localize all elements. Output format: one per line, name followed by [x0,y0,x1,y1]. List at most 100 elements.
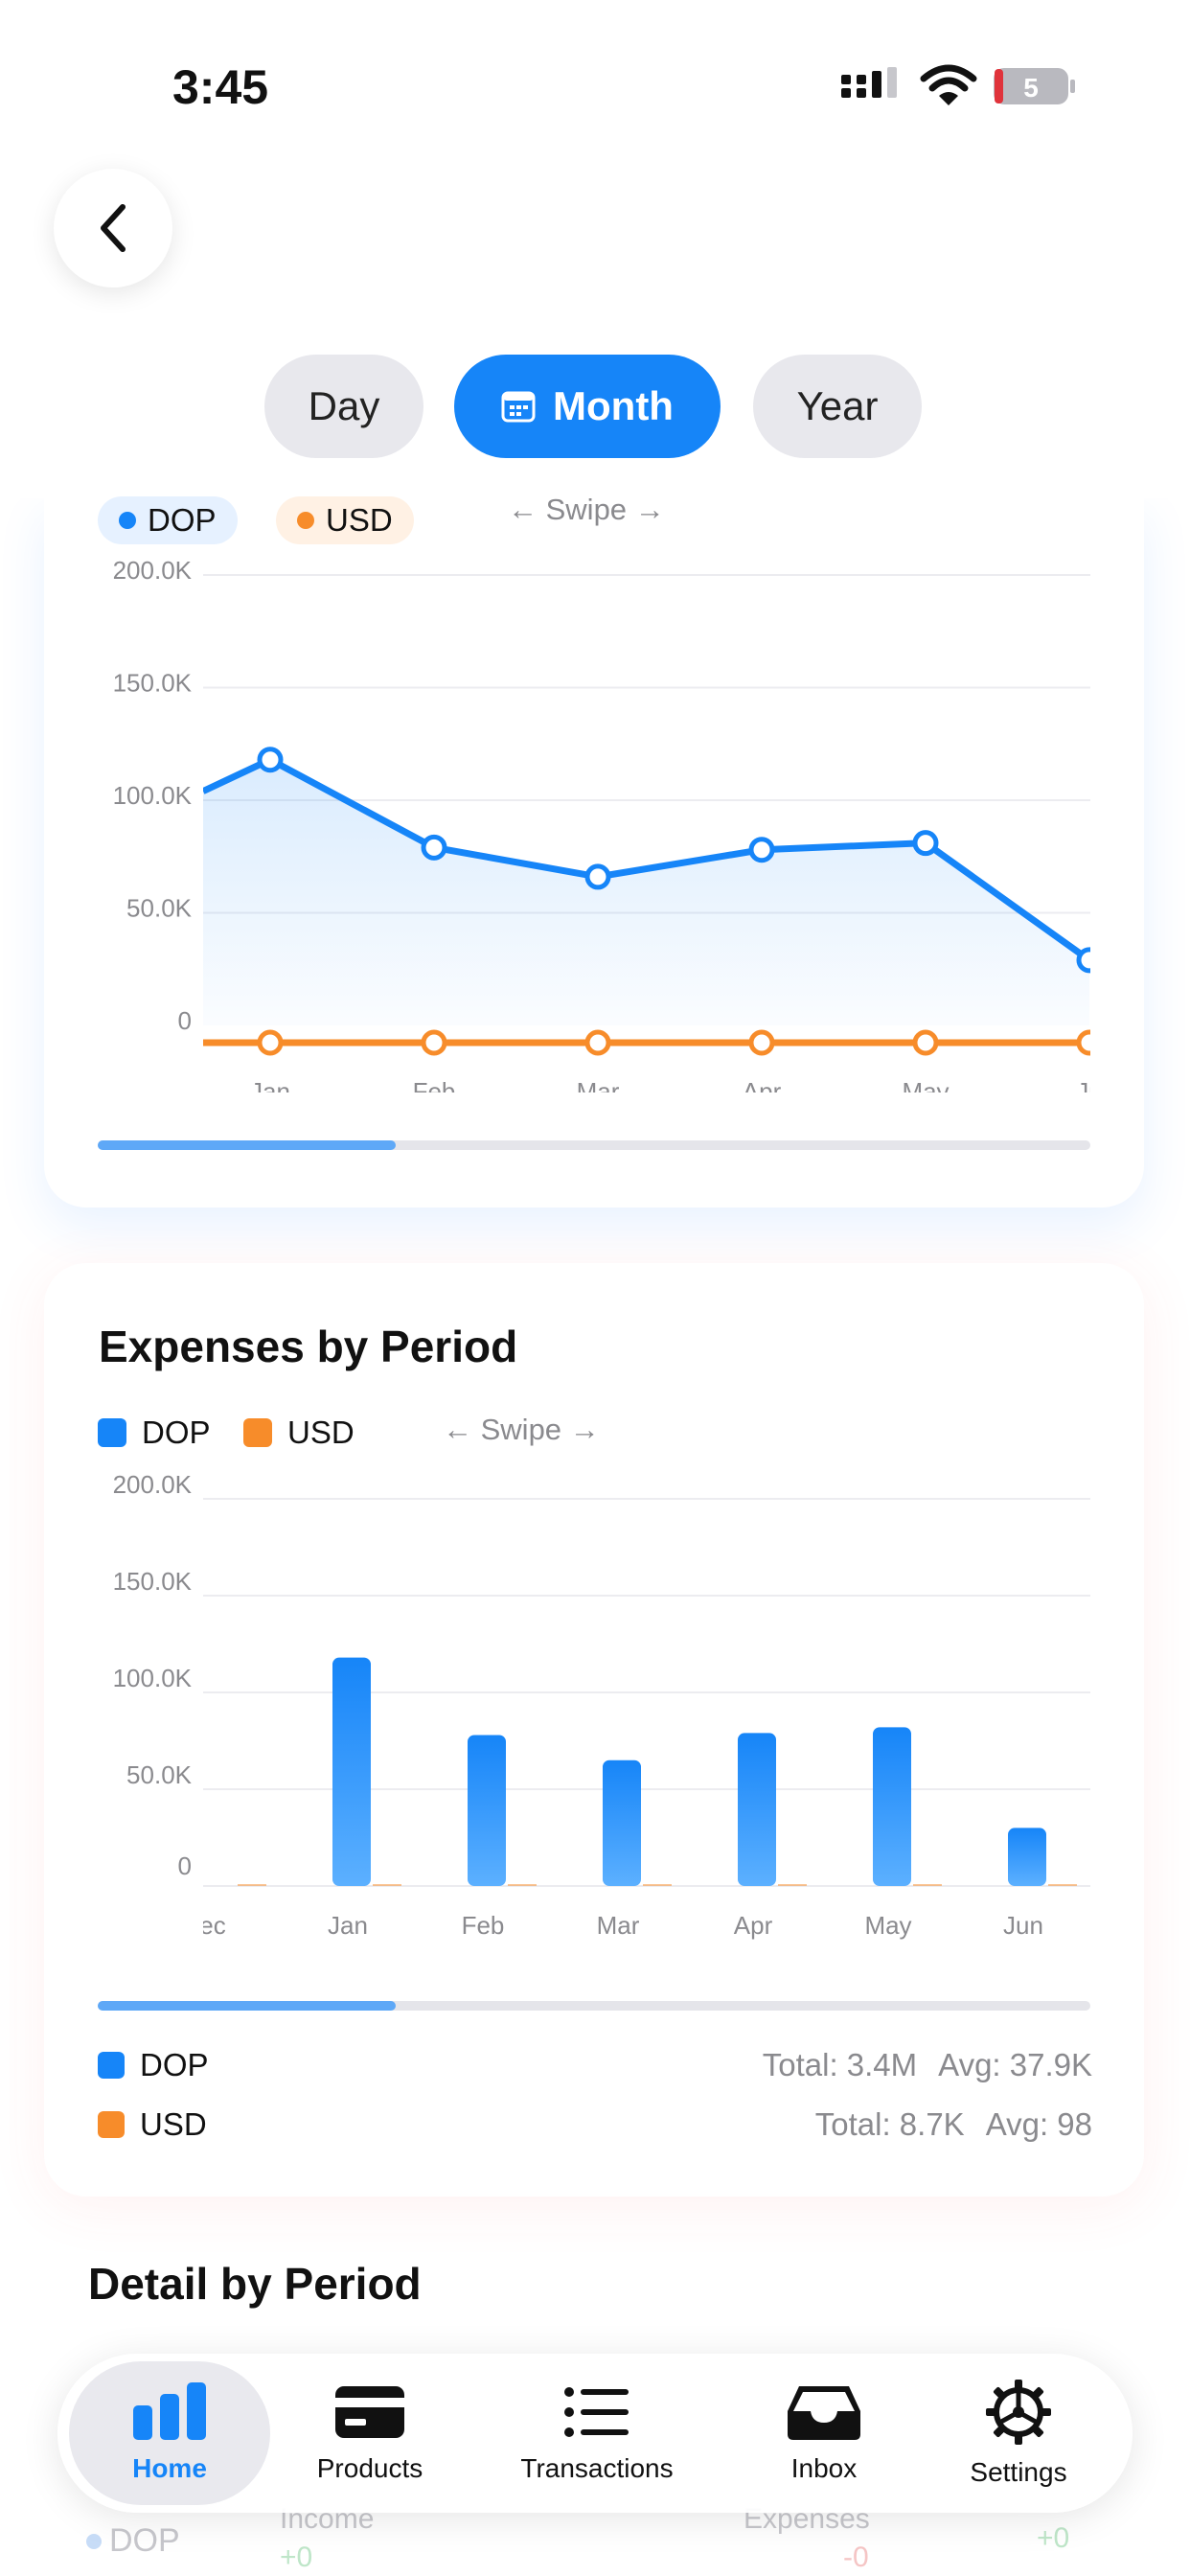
dop-point [584,863,611,890]
expenses-legend-dop[interactable]: DOP [98,1414,211,1451]
summary-dop-label: DOP [140,2047,209,2082]
dop-point [748,837,775,863]
segment-year[interactable]: Year [753,355,922,458]
x-tick-label: May [864,1911,911,1940]
summary-dop-total: Total: 3.4M [762,2047,918,2082]
ghost-dot [86,2533,102,2549]
expenses-legend-usd-label: USD [287,1414,355,1450]
dop-point [421,834,447,861]
segment-month-label: Month [553,383,674,428]
dop-area-fill [203,759,1089,1025]
x-tick-label: Apr [734,1911,773,1940]
x-tick-label: May [902,1077,949,1092]
status-bar: 3:45 5 [0,0,1190,144]
usd-point [1076,1029,1090,1056]
income-scroll-thumb[interactable] [98,1140,396,1150]
x-tick-label: Feb [413,1077,456,1092]
legend-usd-pill[interactable]: USD [276,496,414,544]
expenses-scroll-thumb[interactable] [98,2001,396,2011]
x-tick-label: Apr [743,1077,782,1092]
gear-icon [986,2380,1051,2445]
legend-usd-label: USD [326,502,393,538]
usd-bar [373,1884,401,1886]
income-line-chart[interactable]: 200.0K 150.0K 100.0K 50.0K 0 Jan Feb Mar Apr May J… [0,556,1190,1092]
dop-bar [1008,1828,1046,1886]
tab-settings-label: Settings [970,2457,1067,2487]
dop-bar [332,1657,371,1886]
expenses-card [44,1263,1144,2196]
ghost-expenses-value: -0 [843,2542,869,2573]
usd-square [98,2111,125,2138]
inbox-icon [788,2386,860,2440]
dop-bar [738,1733,776,1886]
y-tick-label: 0 [178,1852,192,1880]
tab-settings[interactable]: Settings [937,2361,1100,2505]
usd-dot [297,512,314,529]
usd-point [748,1029,775,1056]
usd-bar [643,1884,672,1886]
cellular-signal-icon [841,67,897,98]
x-tick-label: Jan [328,1911,368,1940]
y-tick-label: 50.0K [126,894,193,923]
y-tick-label: 100.0K [113,781,193,810]
usd-point [421,1029,447,1056]
tab-transactions[interactable]: Transactions [498,2361,696,2505]
summary-dop-avg: Avg: 37.9K [938,2047,1092,2082]
usd-bar [1048,1884,1077,1886]
back-button[interactable] [54,169,172,288]
y-tick-label: 0 [178,1006,192,1035]
income-scroll-track[interactable] [98,1140,1090,1150]
tab-transactions-label: Transactions [520,2453,674,2483]
ghost-net-value: +0 [1037,2522,1070,2554]
expenses-legend-usd[interactable]: USD [243,1414,355,1451]
tab-products-label: Products [316,2453,423,2483]
summary-usd-label: USD [140,2106,207,2142]
list-icon [564,2387,629,2437]
x-tick-label: Ju [1076,1077,1102,1092]
usd-bar [238,1884,266,1886]
summary-usd-total: Total: 8.7K [814,2106,965,2142]
y-tick-label: 200.0K [113,556,193,585]
summary-row-usd: USD Total: 8.7K Avg: 98 [98,2103,1092,2147]
segment-day-label: Day [308,383,380,428]
detail-title: Detail by Period [88,2259,422,2309]
dop-bar [603,1760,641,1886]
x-tick-label: Feb [462,1911,505,1940]
period-selector: Day Month Year [0,355,1190,458]
segment-month[interactable]: Month [454,355,721,458]
x-tick-label: Mar [597,1911,640,1940]
ghost-currency-label: DOP [109,2522,180,2559]
usd-bar [913,1884,942,1886]
tab-products[interactable]: Products [284,2361,456,2505]
swipe-hint: ← Swipe → [508,493,665,526]
x-tick-label: Mar [577,1077,620,1092]
dop-point [912,830,939,857]
battery-icon: 5 [994,68,1075,104]
legend-dop-pill[interactable]: DOP [98,496,238,544]
expenses-scroll-track[interactable] [98,2001,1090,2011]
dop-bar [468,1735,506,1886]
tab-home-label: Home [132,2453,207,2483]
usd-point [912,1029,939,1056]
tab-home[interactable]: Home [69,2361,270,2505]
segment-year-label: Year [796,383,879,428]
status-time: 3:45 [172,60,269,114]
tab-inbox[interactable]: Inbox [745,2361,903,2505]
dop-point [257,747,284,773]
expenses-legend-dop-label: DOP [142,1414,211,1450]
wifi-icon [920,64,977,105]
x-tick-label: ec [199,1911,225,1940]
chevron-left-icon [101,204,126,252]
dop-dot [119,512,136,529]
bar-chart-icon [133,2382,206,2440]
segment-day[interactable]: Day [264,355,423,458]
dop-point [1076,947,1090,974]
expenses-title: Expenses by Period [99,1322,518,1371]
header-divider [0,460,1190,498]
y-tick-label: 150.0K [113,669,193,698]
usd-point [257,1029,284,1056]
dop-bar [873,1727,911,1886]
usd-square [243,1418,272,1447]
expenses-bar-chart[interactable]: 200.0K 150.0K 100.0K 50.0K 0 ec Jan Feb Mar Apr Ma… [0,1472,1190,1951]
usd-bar [778,1884,807,1886]
